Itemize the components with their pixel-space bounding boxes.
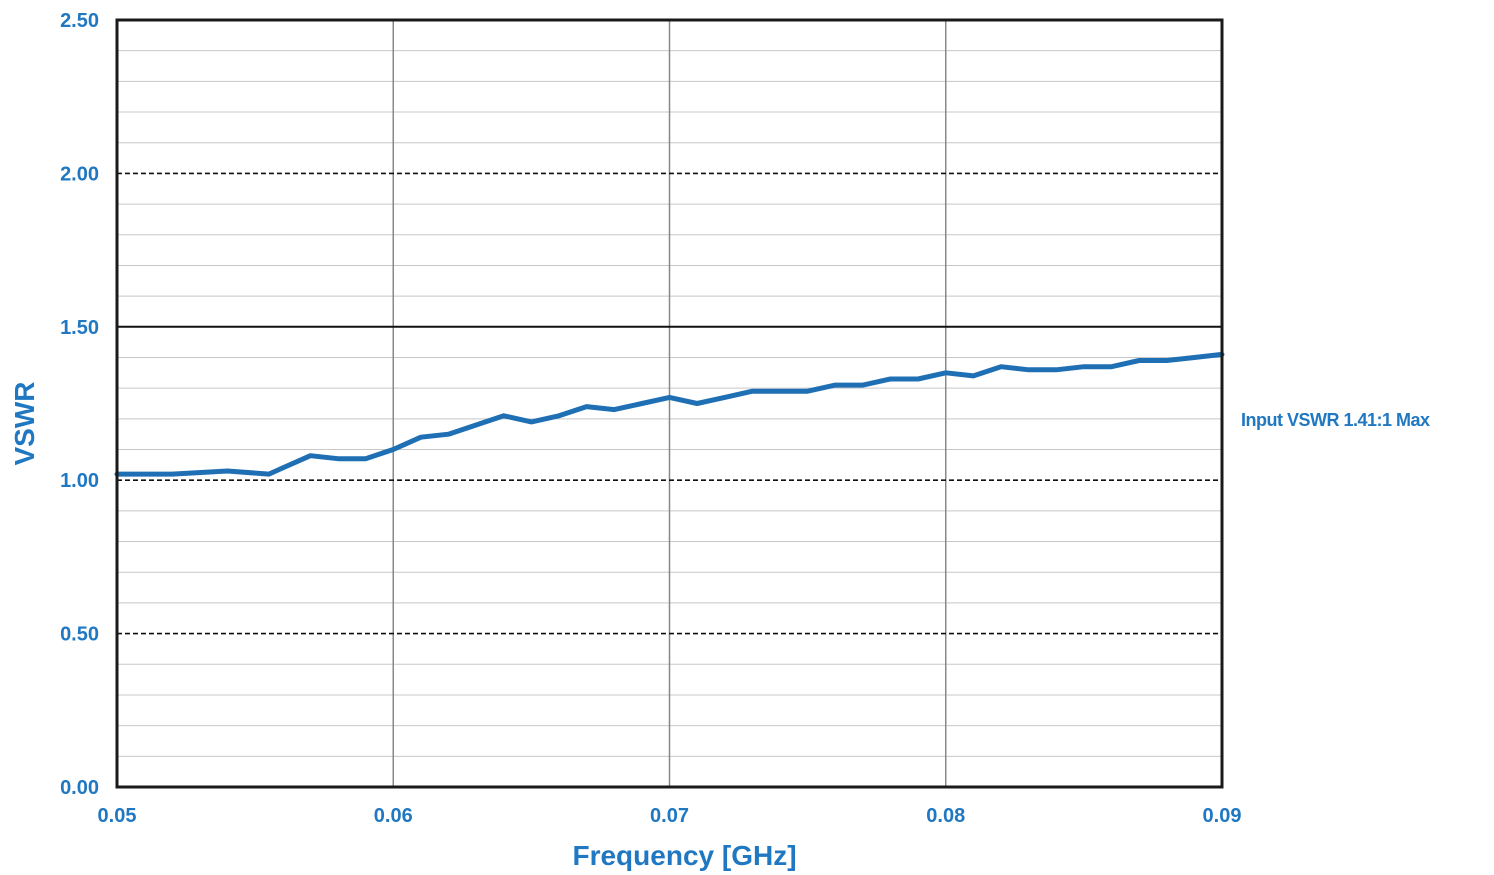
y-tick-label: 1.50 — [60, 317, 99, 339]
x-axis-label: Frequency [GHz] — [572, 840, 796, 871]
x-tick-label: 0.06 — [374, 805, 413, 827]
x-tick-label: 0.07 — [650, 805, 689, 827]
vswr-max-annotation: Input VSWR 1.41:1 Max — [1241, 410, 1430, 430]
vswr-series-line — [114, 351, 1225, 477]
x-tick-label: 0.09 — [1203, 805, 1242, 827]
y-tick-label: 2.00 — [60, 163, 99, 185]
y-tick-label: 0.50 — [60, 624, 99, 646]
y-tick-labels: 0.00 0.50 1.00 1.50 2.00 2.50 — [60, 10, 99, 799]
y-axis-label: VSWR — [9, 382, 40, 466]
major-grid — [392, 20, 947, 787]
x-tick-label: 0.08 — [926, 805, 965, 827]
x-tick-labels: 0.05 0.06 0.07 0.08 0.09 — [98, 805, 1242, 827]
limit-lines — [117, 172, 1222, 635]
y-tick-label: 2.50 — [60, 10, 99, 32]
plot-area-border — [115, 18, 1224, 789]
y-tick-label: 0.00 — [60, 777, 99, 799]
y-tick-label: 1.00 — [60, 470, 99, 492]
series-layer — [114, 351, 1225, 477]
x-tick-label: 0.05 — [98, 805, 137, 827]
